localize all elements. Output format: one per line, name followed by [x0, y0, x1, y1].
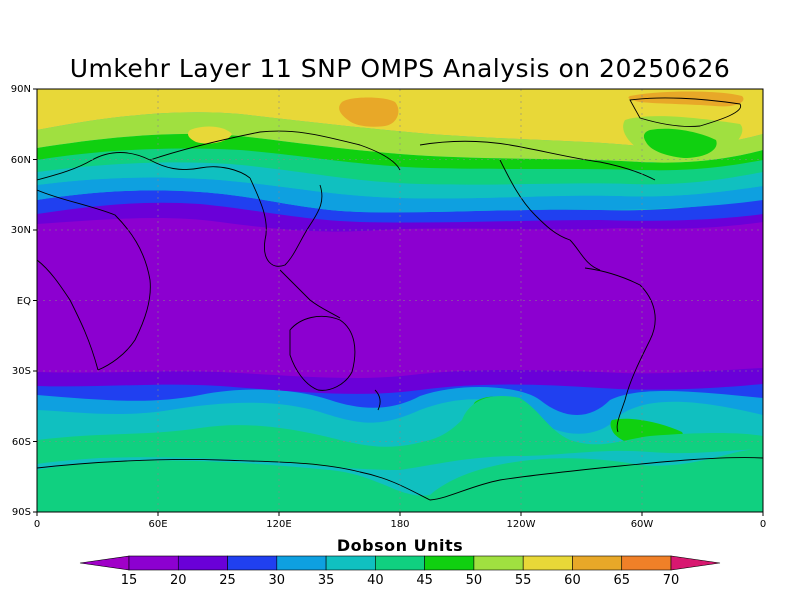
band-55-scandi: [188, 126, 232, 144]
colorbar-label: 30: [269, 573, 286, 588]
lat-label: EQ: [17, 296, 31, 307]
colorbar: 15 20 25 30 35 40 45 50 55 60 65 70: [79, 555, 721, 588]
colorbar-low-arrow: [79, 555, 130, 571]
colorbar-label: 35: [318, 573, 335, 588]
band-60-blob-2: [628, 91, 744, 107]
lat-label: 30S: [12, 366, 31, 377]
band-40-south: [37, 449, 763, 512]
colorbar-swatch: [177, 555, 228, 571]
grid: [37, 89, 763, 512]
lon-label: 0: [34, 519, 40, 530]
colorbar-swatch: [276, 555, 327, 571]
colorbar-label: 50: [466, 573, 483, 588]
colorbar-label: 25: [219, 573, 236, 588]
lon-label: 180: [390, 519, 409, 530]
colorbar-label: 40: [367, 573, 384, 588]
colorbar-swatch: [128, 555, 179, 571]
colorbar-label: 55: [515, 573, 532, 588]
colorbar-swatch: [375, 555, 425, 571]
colorbar-label: 45: [416, 573, 433, 588]
colorbar-high-arrow: [670, 555, 721, 571]
lat-labels: 90N 60N 30N EQ 30S 60S 90S: [11, 84, 31, 518]
chart-title: Umkehr Layer 11 SNP OMPS Analysis on 202…: [69, 54, 731, 83]
lon-label: 0: [760, 519, 766, 530]
colorbar-swatch: [325, 555, 376, 571]
lat-label: 90S: [12, 507, 31, 518]
colorbar-title: Dobson Units: [336, 536, 464, 555]
colorbar-swatch: [522, 555, 573, 571]
band-40-north: [37, 148, 763, 185]
band-45-north: [37, 133, 763, 171]
colorbar-label: 70: [663, 573, 680, 588]
lon-label: 120E: [266, 519, 291, 530]
band-60-blob-1: [339, 97, 399, 127]
axis-ticks: [33, 88, 764, 516]
colorbar-label: 20: [170, 573, 187, 588]
colorbar-label: 60: [564, 573, 581, 588]
colorbar-swatch: [424, 555, 475, 571]
colorbar-swatch: [572, 555, 623, 571]
lon-labels: 0 60E 120E 180 120W 60W 0: [34, 519, 766, 530]
colorbar-swatch: [227, 555, 278, 571]
colorbar-label: 15: [121, 573, 138, 588]
lat-label: 90N: [11, 84, 31, 95]
lon-label: 60W: [631, 519, 654, 530]
colorbar-swatch: [473, 555, 524, 571]
lon-label: 120W: [507, 519, 536, 530]
lat-label: 30N: [11, 225, 31, 236]
band-40-south-ring: [37, 396, 763, 470]
lat-label: 60S: [12, 437, 31, 448]
band-45-greenland: [643, 128, 717, 158]
coastlines: [37, 97, 763, 501]
lon-label: 60E: [148, 519, 167, 530]
colorbar-label: 65: [613, 573, 630, 588]
band-20-south-edge: [37, 368, 763, 394]
band-35-north: [37, 162, 763, 199]
lat-label: 60N: [11, 155, 31, 166]
band-15-tropics: [37, 208, 763, 390]
colorbar-swatch: [621, 555, 672, 571]
band-55-polar: [37, 89, 763, 147]
band-25-north: [37, 190, 763, 223]
band-30-north: [37, 177, 763, 213]
